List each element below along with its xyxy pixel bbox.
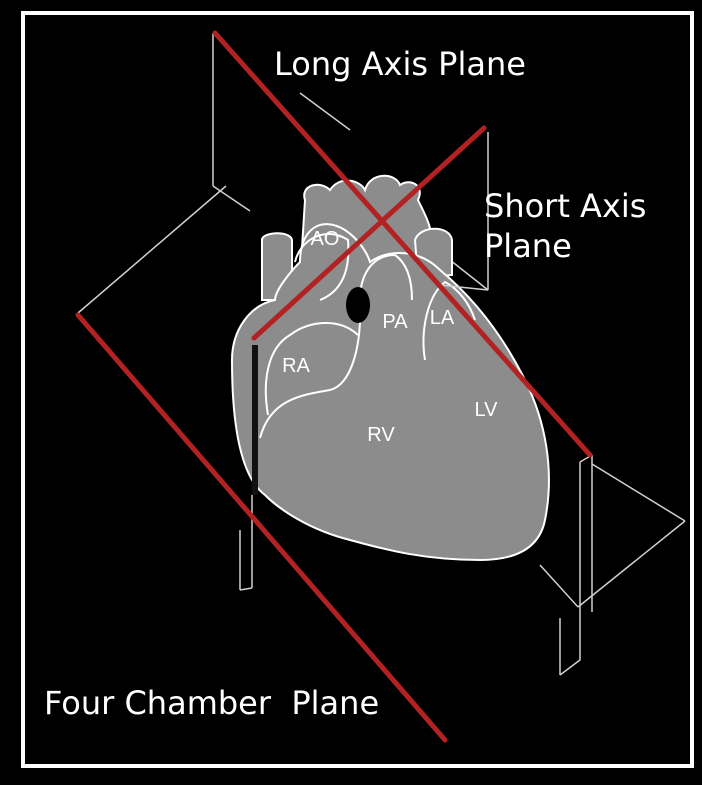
aorta-outline <box>294 233 350 301</box>
label-pa: PA <box>382 311 408 333</box>
short-axis-plane-lower-line <box>439 284 489 291</box>
short-axis-plane-bottom-edge <box>449 259 489 291</box>
label-rv: RV <box>367 424 395 446</box>
four-chamber-plane-left-edge <box>77 185 227 314</box>
four-chamber-plane-front-right-edge <box>577 520 686 608</box>
long-axis-plane-top-edge <box>299 92 351 131</box>
short-axis-plane-label-line1: Short Axis <box>484 187 647 225</box>
gap-aorta-pa <box>346 287 370 323</box>
short-axis-cut-line <box>251 125 487 341</box>
long-axis-plane-bottom-edge <box>212 185 251 212</box>
short-axis-plane-sliver <box>252 345 258 495</box>
long-axis-plane-lower-right-edge <box>559 606 581 676</box>
long-axis-plane-label: Long Axis Plane <box>274 45 526 83</box>
label-la: LA <box>430 307 455 329</box>
right-atrium-outline <box>264 322 359 416</box>
long-axis-cut-line <box>212 30 593 458</box>
plane-cut-lines <box>75 30 593 743</box>
plane-outlines-back <box>77 33 686 676</box>
label-lv: LV <box>475 399 499 421</box>
left-atrium-outline <box>422 280 476 361</box>
label-ao: AO <box>311 228 340 250</box>
four-chamber-plane-label: Four Chamber Plane <box>44 684 380 722</box>
four-chamber-cut-line <box>75 312 448 743</box>
heart-illustration: AO PA LA RA RV LV <box>230 174 550 562</box>
four-chamber-plane-inner-edge <box>539 564 579 608</box>
short-axis-plane-lower-corner <box>239 587 253 591</box>
four-chamber-plane-right-edge <box>591 463 686 522</box>
short-axis-plane-label-line2: Plane <box>484 227 572 265</box>
label-ra: RA <box>282 355 310 377</box>
frame-border <box>21 11 694 768</box>
